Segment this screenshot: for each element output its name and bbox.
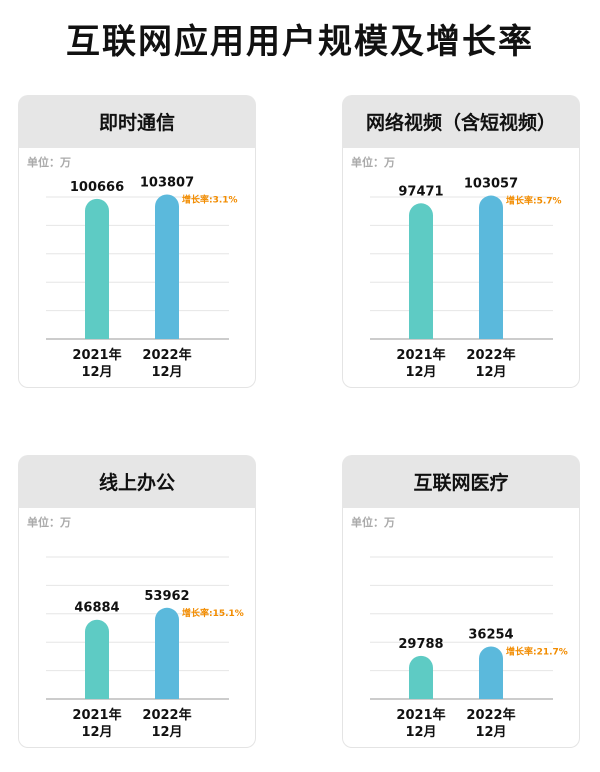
- bar-chart: 单位：万 97471 2021年 12月 103057 2022年 12月 增长率:5.7%: [351, 155, 562, 380]
- chart-title: 网络视频（含短视频）: [342, 95, 580, 148]
- bar-2021: [409, 655, 433, 699]
- bar-2022: [479, 195, 503, 339]
- chart-title: 互联网医疗: [342, 455, 580, 508]
- unit-label: 单位：万: [351, 155, 395, 169]
- growth-rate-label: 增长率:5.7%: [506, 195, 562, 207]
- x-tick-label: 2021年: [396, 707, 445, 723]
- chart-card: 网络视频（含短视频） 单位：万 97471 2021年 12月 103057 2022年 12…: [342, 95, 580, 388]
- x-tick-label: 12月: [151, 725, 182, 740]
- x-tick-label: 12月: [475, 725, 506, 740]
- chart-card: 线上办公单位：万 46884 2021年 12月 53962 2022年 12月 增长率:15…: [18, 455, 256, 748]
- x-tick-label: 12月: [81, 365, 112, 380]
- bar-2022: [155, 194, 179, 339]
- chart-card: 即时通信单位：万 100666 2021年 12月 103807 2022年 12月 增长率:…: [18, 95, 256, 388]
- bar-2022: [155, 607, 179, 699]
- data-label: 103057: [464, 177, 518, 192]
- x-tick-label: 2022年: [142, 707, 191, 723]
- data-label: 36254: [468, 627, 513, 642]
- bar-2022: [479, 646, 503, 699]
- x-tick-label: 12月: [151, 365, 182, 380]
- bar-chart: 单位：万 29788 2021年 12月 36254 2022年 12月 增长率:21.7%: [351, 515, 568, 740]
- bar-chart: 单位：万 46884 2021年 12月 53962 2022年 12月 增长率:15.1%: [27, 515, 244, 740]
- growth-rate-label: 增长率:3.1%: [182, 193, 238, 205]
- x-tick-label: 2022年: [142, 347, 191, 363]
- data-label: 46884: [74, 601, 119, 616]
- data-label: 100666: [70, 180, 124, 195]
- unit-label: 单位：万: [27, 515, 71, 529]
- unit-label: 单位：万: [351, 515, 395, 529]
- x-tick-label: 12月: [405, 725, 436, 740]
- growth-rate-label: 增长率:15.1%: [182, 607, 244, 619]
- x-tick-label: 12月: [405, 365, 436, 380]
- x-tick-label: 12月: [81, 725, 112, 740]
- chart-title: 线上办公: [18, 455, 256, 508]
- x-tick-label: 2022年: [466, 707, 515, 723]
- x-tick-label: 2021年: [396, 347, 445, 363]
- data-label: 29788: [398, 637, 443, 652]
- chart-title: 即时通信: [18, 95, 256, 148]
- x-tick-label: 2021年: [72, 707, 121, 723]
- page-title: 互联网应用用户规模及增长率: [66, 22, 534, 62]
- chart-card: 互联网医疗单位：万 29788 2021年 12月 36254 2022年 12月 增长率:2…: [342, 455, 580, 748]
- x-tick-label: 2022年: [466, 347, 515, 363]
- bar-2021: [85, 619, 109, 699]
- x-tick-label: 2021年: [72, 347, 121, 363]
- unit-label: 单位：万: [27, 155, 71, 169]
- bar-2021: [85, 198, 109, 339]
- bar-chart: 单位：万 100666 2021年 12月 103807 2022年 12月 增长率:3.1%: [27, 155, 238, 380]
- data-label: 97471: [398, 184, 443, 199]
- growth-rate-label: 增长率:21.7%: [506, 645, 568, 657]
- data-label: 53962: [144, 589, 189, 604]
- x-tick-label: 12月: [475, 365, 506, 380]
- bar-2021: [409, 203, 433, 339]
- data-label: 103807: [140, 175, 194, 190]
